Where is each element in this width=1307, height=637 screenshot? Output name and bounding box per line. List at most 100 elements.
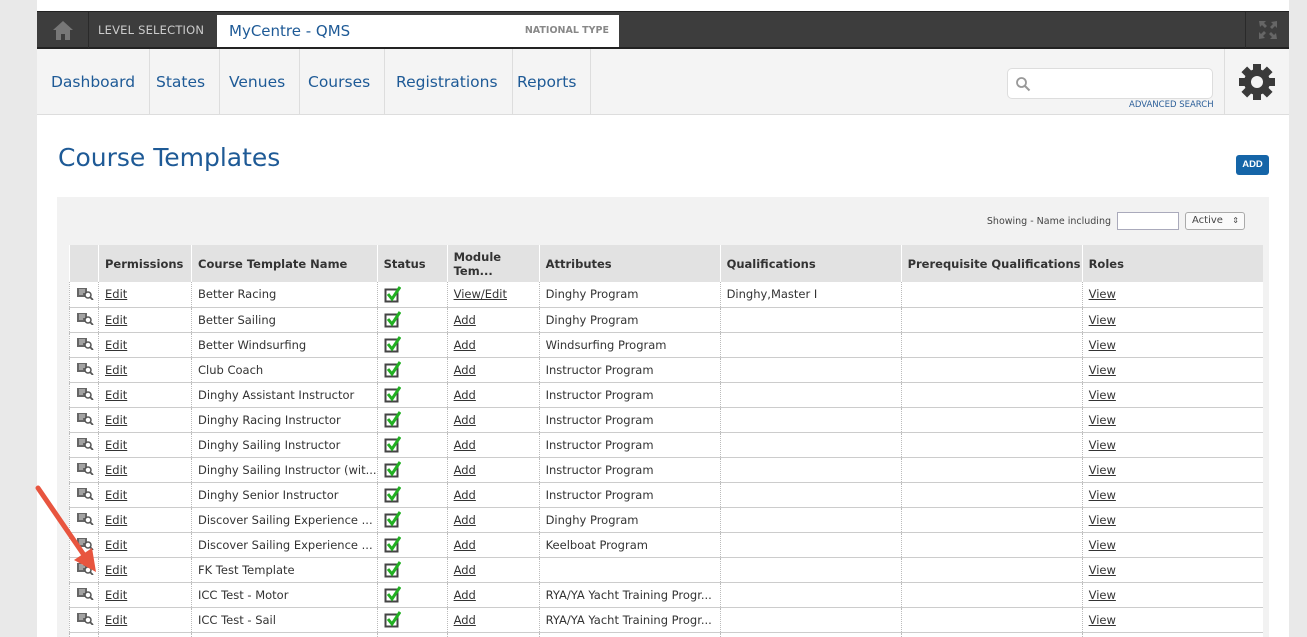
attributes: Instructor Program <box>538 432 721 458</box>
module-template-link[interactable]: Add <box>453 537 476 552</box>
nav-venues[interactable]: Venues <box>215 49 301 114</box>
home-button[interactable] <box>37 12 89 48</box>
roles-view-link[interactable]: View <box>1088 537 1116 552</box>
permissions-edit-link[interactable]: Edit <box>105 437 128 452</box>
column-header[interactable]: Status <box>376 245 448 282</box>
select-arrows-icon: ⇕ <box>1232 216 1239 225</box>
column-header[interactable]: Permissions <box>98 245 192 282</box>
gear-icon <box>1239 63 1275 100</box>
view-details-cell[interactable] <box>69 332 99 358</box>
permissions-edit-link[interactable]: Edit <box>105 312 128 327</box>
permissions-edit-link[interactable]: Edit <box>105 287 128 302</box>
active-check-icon <box>384 336 401 353</box>
module-template-link[interactable]: Add <box>453 487 476 502</box>
view-details-cell[interactable] <box>69 432 99 458</box>
column-header[interactable]: Roles <box>1081 245 1264 282</box>
roles-view-link[interactable]: View <box>1088 462 1116 477</box>
status-cell <box>376 582 448 608</box>
module-template-link[interactable]: Add <box>453 612 476 627</box>
permissions-edit-link[interactable]: Edit <box>105 462 128 477</box>
nav-registrations[interactable]: Registrations <box>382 49 513 114</box>
module-template-link[interactable]: Add <box>453 437 476 452</box>
permissions-edit-link[interactable]: Edit <box>105 337 128 352</box>
module-template-link[interactable]: Add <box>453 312 476 327</box>
column-header[interactable]: Attributes <box>538 245 721 282</box>
expand-button[interactable] <box>1245 12 1289 48</box>
permissions-edit-link[interactable]: Edit <box>105 487 128 502</box>
name-filter-input[interactable] <box>1117 212 1179 230</box>
permissions-edit-link[interactable]: Edit <box>105 512 128 527</box>
prerequisite-qualifications <box>900 482 1083 508</box>
search-input[interactable] <box>1007 68 1213 99</box>
nav-dashboard[interactable]: Dashboard <box>37 49 151 114</box>
column-header[interactable]: Module Tem... <box>446 245 540 282</box>
roles-view-link[interactable]: View <box>1088 412 1116 427</box>
column-header[interactable]: Prerequisite Qualifications <box>900 245 1083 282</box>
view-details-cell[interactable] <box>69 632 99 637</box>
module-template-link[interactable]: Add <box>453 387 476 402</box>
roles-view-link[interactable]: View <box>1088 587 1116 602</box>
permissions-edit-link[interactable]: Edit <box>105 387 128 402</box>
nav-reports[interactable]: Reports <box>503 49 592 114</box>
view-details-cell[interactable] <box>69 307 99 333</box>
level-selection-label[interactable]: LEVEL SELECTION <box>98 23 205 37</box>
nav-states[interactable]: States <box>142 49 221 114</box>
status-cell <box>376 532 448 558</box>
roles-view-link[interactable]: View <box>1088 437 1116 452</box>
view-details-cell[interactable] <box>69 507 99 533</box>
module-template-link[interactable]: Add <box>453 412 476 427</box>
active-check-icon <box>384 486 401 503</box>
roles-view-link[interactable]: View <box>1088 287 1116 302</box>
table-row: Edit Club Coach Add Instructor Program V… <box>69 357 1264 383</box>
template-name: FK Test Template <box>191 557 378 583</box>
permissions-edit-link[interactable]: Edit <box>105 362 128 377</box>
settings-button[interactable] <box>1224 49 1289 114</box>
templates-table: Permissions Course Template Name Status Mod… <box>69 245 1264 637</box>
status-cell <box>376 457 448 483</box>
add-button[interactable]: ADD <box>1236 155 1269 175</box>
centre-name: MyCentre - QMS <box>229 22 351 40</box>
roles-view-link[interactable]: View <box>1088 612 1116 627</box>
view-details-cell[interactable] <box>69 482 99 508</box>
permissions-edit-link[interactable]: Edit <box>105 537 128 552</box>
roles-view-link[interactable]: View <box>1088 387 1116 402</box>
view-details-cell[interactable] <box>69 282 99 308</box>
module-template-link[interactable]: Add <box>453 337 476 352</box>
status-select[interactable]: Active ⇕ <box>1185 212 1245 230</box>
module-template-link[interactable]: Add <box>453 562 476 577</box>
view-details-icon <box>77 287 94 301</box>
module-template-link[interactable]: View/Edit <box>453 287 508 302</box>
permissions-edit-link[interactable]: Edit <box>105 412 128 427</box>
view-details-cell[interactable] <box>69 357 99 383</box>
column-header[interactable] <box>69 245 99 282</box>
advanced-search-link[interactable]: ADVANCED SEARCH <box>1129 100 1214 110</box>
roles-view-link[interactable]: View <box>1088 312 1116 327</box>
column-header[interactable]: Qualifications <box>719 245 902 282</box>
centre-selector[interactable]: MyCentre - QMS NATIONAL TYPE <box>217 15 619 47</box>
view-details-cell[interactable] <box>69 457 99 483</box>
active-check-icon <box>384 461 401 478</box>
module-template-link[interactable]: Add <box>453 587 476 602</box>
column-header[interactable]: Course Template Name <box>191 245 378 282</box>
roles-view-link[interactable]: View <box>1088 487 1116 502</box>
view-details-cell[interactable] <box>69 607 99 633</box>
view-details-cell[interactable] <box>69 582 99 608</box>
roles-view-link[interactable]: View <box>1088 362 1116 377</box>
module-template-link[interactable]: Add <box>453 512 476 527</box>
view-details-cell[interactable] <box>69 407 99 433</box>
active-check-icon <box>384 436 401 453</box>
permissions-edit-link[interactable]: Edit <box>105 562 128 577</box>
permissions-edit-link[interactable]: Edit <box>105 587 128 602</box>
view-details-cell[interactable] <box>69 382 99 408</box>
permissions-edit-link[interactable]: Edit <box>105 612 128 627</box>
template-name: Discover Sailing Experience ... <box>191 507 378 533</box>
module-template-link[interactable]: Add <box>453 462 476 477</box>
roles-view-link[interactable]: View <box>1088 562 1116 577</box>
module-template-link[interactable]: Add <box>453 362 476 377</box>
roles-view-link[interactable]: View <box>1088 337 1116 352</box>
roles-view-link[interactable]: View <box>1088 512 1116 527</box>
active-check-icon <box>384 311 401 328</box>
nav-courses[interactable]: Courses <box>294 49 386 114</box>
prerequisite-qualifications <box>900 307 1083 333</box>
template-name: Dinghy Sailing Instructor <box>191 432 378 458</box>
